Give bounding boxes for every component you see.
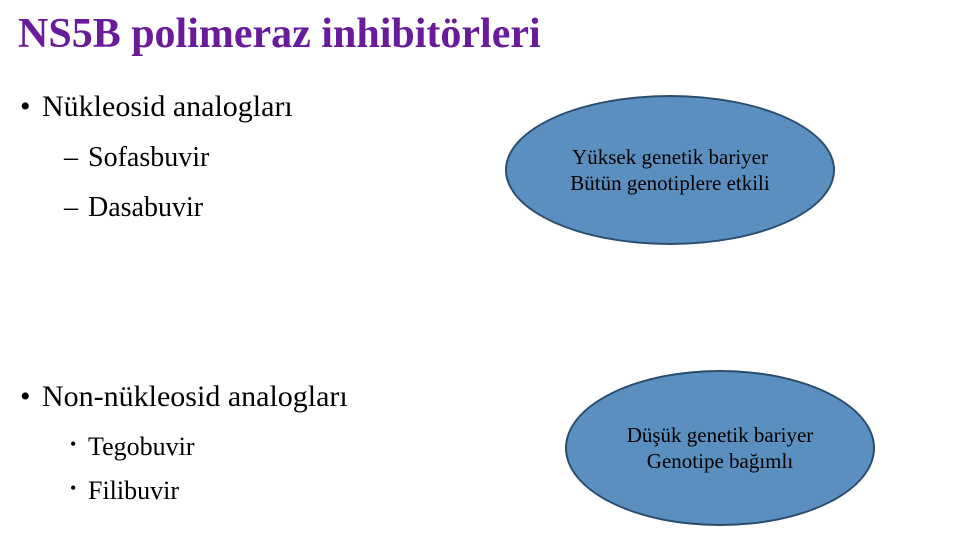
ellipse1-line1: Yüksek genetik bariyer — [572, 144, 768, 170]
section1-item-0: Sofasbuvir — [88, 142, 209, 174]
section2-item-0: Tegobuvir — [88, 432, 195, 462]
section1-item-1: Dasabuvir — [88, 192, 203, 224]
ellipse1-line2: Bütün genotiplere etkili — [570, 170, 769, 196]
ellipse-high-barrier: Yüksek genetik bariyer Bütün genotiplere… — [505, 95, 835, 245]
ellipse-low-barrier: Düşük genetik bariyer Genotipe bağımlı — [565, 370, 875, 526]
page-title: NS5B polimeraz inhibitörleri — [18, 10, 541, 58]
ellipse2-line2: Genotipe bağımlı — [647, 448, 793, 474]
section1-heading: Nükleosid analogları — [42, 90, 293, 124]
ellipse2-line1: Düşük genetik bariyer — [627, 422, 814, 448]
section2-item-1: Filibuvir — [88, 476, 179, 506]
section2-heading: Non-nükleosid analogları — [42, 380, 348, 414]
